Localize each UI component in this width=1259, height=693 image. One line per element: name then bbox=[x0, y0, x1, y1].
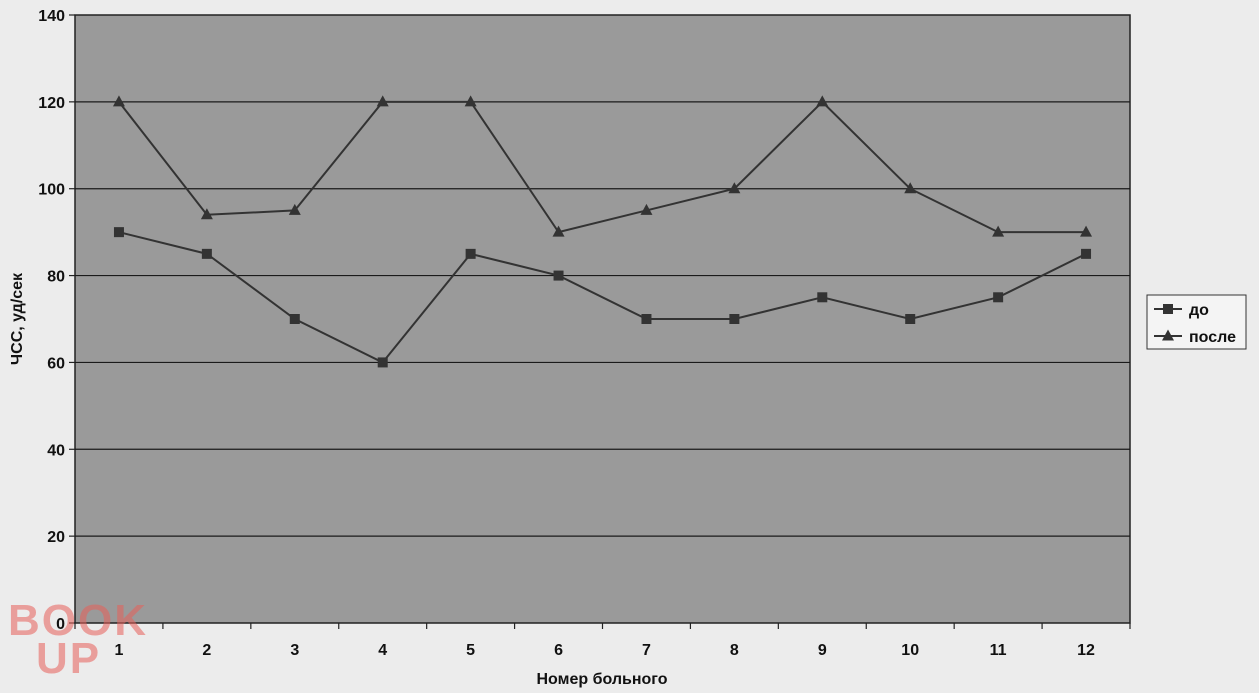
y-tick-label: 60 bbox=[47, 355, 65, 372]
y-tick-label: 140 bbox=[38, 8, 65, 25]
data-point-series-2 bbox=[904, 182, 917, 194]
x-tick-label: 10 bbox=[901, 642, 919, 659]
x-tick-label: 9 bbox=[818, 642, 827, 659]
data-point-series-1 bbox=[993, 292, 1004, 303]
legend-label-2: после bbox=[1189, 329, 1236, 346]
x-axis-title: Номер больного bbox=[537, 671, 668, 688]
legend-label-1: до bbox=[1189, 302, 1209, 319]
data-point-series-1 bbox=[641, 314, 652, 324]
data-point-series-1 bbox=[729, 314, 740, 324]
data-point-series-1 bbox=[1081, 248, 1092, 259]
series-line-2 bbox=[118, 100, 1087, 234]
grid-lines bbox=[75, 101, 1130, 537]
series-lines bbox=[112, 95, 1093, 368]
y-tick-label: 0 bbox=[56, 616, 65, 633]
y-axis-ticks: 0 20 40 60 80 100 120 140 bbox=[38, 8, 75, 633]
data-point-series-2 bbox=[464, 95, 477, 107]
data-point-series-1 bbox=[201, 248, 212, 259]
data-point-series-2 bbox=[816, 95, 829, 107]
x-tick-label: 8 bbox=[730, 642, 739, 659]
data-point-series-2 bbox=[992, 225, 1005, 237]
y-tick-label: 20 bbox=[47, 529, 65, 546]
data-point-series-2 bbox=[288, 203, 301, 215]
x-tick-label: 11 bbox=[990, 642, 1007, 659]
data-point-series-1 bbox=[905, 314, 916, 324]
y-axis-title: ЧСС, уд/сек bbox=[9, 272, 26, 365]
x-tick-label: 6 bbox=[554, 642, 563, 659]
data-point-series-1 bbox=[289, 314, 300, 324]
data-point-series-1 bbox=[553, 270, 564, 281]
legend-marker-2 bbox=[1162, 329, 1174, 341]
data-point-series-2 bbox=[640, 203, 653, 215]
y-tick-label: 100 bbox=[38, 182, 65, 199]
x-tick-label: 12 bbox=[1077, 642, 1095, 659]
legend: до после bbox=[1146, 294, 1247, 350]
x-tick-label: 4 bbox=[378, 642, 387, 659]
data-point-series-1 bbox=[377, 357, 388, 368]
data-point-series-1 bbox=[465, 248, 476, 259]
data-point-series-2 bbox=[728, 182, 741, 194]
data-point-series-2 bbox=[200, 208, 213, 220]
x-tick-label: 5 bbox=[466, 642, 475, 659]
data-point-series-2 bbox=[112, 95, 125, 107]
data-point-series-2 bbox=[1080, 225, 1093, 237]
data-point-series-2 bbox=[376, 95, 389, 107]
y-tick-label: 80 bbox=[47, 269, 65, 286]
data-point-series-1 bbox=[817, 292, 828, 303]
legend-marker-1 bbox=[1163, 304, 1173, 314]
x-axis-ticks: 1 2 3 4 5 6 7 8 9 10 11 12 bbox=[74, 623, 1131, 659]
x-tick-label: 1 bbox=[115, 642, 124, 659]
x-tick-label: 7 bbox=[642, 642, 651, 659]
data-point-series-2 bbox=[552, 225, 565, 237]
y-tick-label: 120 bbox=[38, 95, 65, 112]
data-point-series-1 bbox=[113, 227, 124, 238]
x-tick-label: 3 bbox=[290, 642, 299, 659]
x-tick-label: 2 bbox=[202, 642, 211, 659]
series-line-1 bbox=[118, 231, 1087, 364]
plot-area bbox=[74, 14, 1131, 624]
y-tick-label: 40 bbox=[47, 442, 65, 459]
